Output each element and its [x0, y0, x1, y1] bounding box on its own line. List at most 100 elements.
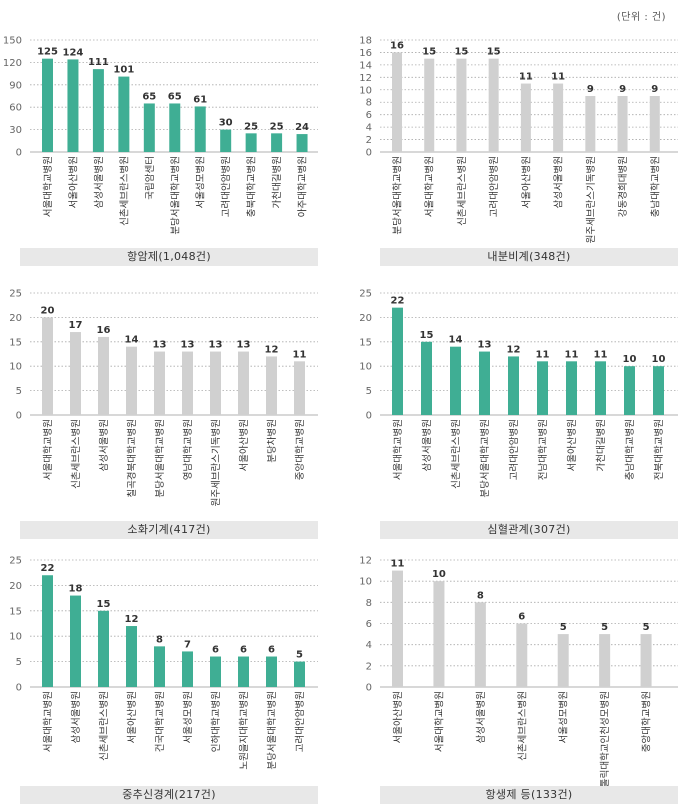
bar [238, 656, 249, 687]
x-category-label: 충남대학교병원 [650, 156, 661, 217]
y-tick-label: 6 [366, 619, 372, 630]
x-category-label: 가천대길병원 [271, 156, 283, 208]
bar [599, 634, 611, 687]
data-label: 11 [551, 72, 565, 83]
bar [126, 346, 137, 415]
x-category-label: 서울대학교병원 [43, 691, 54, 752]
bar [392, 307, 403, 415]
data-label: 11 [293, 349, 307, 360]
y-tick-label: 25 [9, 289, 22, 300]
x-category-label: 충북대학교병원 [247, 156, 258, 217]
x-category-label: 충남대학교병원 [625, 419, 636, 480]
bar [392, 570, 403, 687]
data-label: 13 [181, 340, 195, 351]
bar [210, 351, 221, 415]
x-category-label: 삼성서울병원 [71, 691, 82, 743]
x-category-label: 분당서울대학교병원 [170, 156, 181, 235]
data-label: 25 [244, 121, 258, 132]
unit-label: (단위 : 건) [616, 12, 666, 23]
y-tick-label: 12 [359, 556, 372, 567]
x-category-label: 서울대학교병원 [434, 691, 445, 752]
data-label: 9 [651, 84, 658, 95]
data-label: 5 [643, 622, 650, 633]
bar [537, 361, 548, 415]
y-tick-label: 10 [359, 85, 372, 96]
y-tick-label: 8 [366, 98, 372, 109]
y-tick-label: 5 [366, 386, 372, 397]
chart-cardiovascular: 0 5 10 15 20 25 22 서울대학교병원 15 삼성서울병원 14 신촌세브란스병원 13 분… [350, 285, 680, 543]
x-category-label: 서울대학교병원 [425, 156, 436, 217]
x-category-label: 고려대안암병원 [488, 156, 500, 217]
x-category-label: 원주세브란스기독병원 [210, 419, 222, 506]
x-category-label: 가천대길병원 [595, 419, 607, 471]
x-category-label: 삼성서울병원 [554, 156, 565, 208]
chart-svg: 0 5 10 15 20 25 20 서울대학교병원 17 신촌세브란스병원 16 삼성서울병원 14 칠… [9, 289, 318, 506]
bar [210, 656, 221, 687]
data-label: 61 [193, 94, 207, 105]
data-label: 13 [237, 340, 251, 351]
y-tick-label: 15 [9, 606, 22, 617]
chart-anticancer: 0 30 60 90 120 150 125 서울대학교병원 124 서울아산병원 111 삼성서울병… [0, 30, 330, 275]
bar [520, 83, 531, 152]
bar [194, 106, 206, 152]
bar [245, 133, 257, 152]
x-category-label: 고려대안암병원 [294, 691, 306, 752]
data-label: 6 [268, 645, 275, 656]
y-tick-label: 10 [359, 577, 372, 588]
chart-svg: 0 5 10 15 20 25 22 서울대학교병원 18 삼성서울병원 15 신촌세브란스병원 12 서… [9, 556, 318, 770]
bar [92, 69, 104, 152]
data-label: 15 [487, 47, 501, 58]
data-label: 6 [240, 645, 247, 656]
x-category-label: 가톨릭대학교인천성모병원 [599, 691, 611, 796]
bar [220, 129, 232, 152]
bar [154, 351, 165, 415]
x-category-label: 분당서울대학교병원 [480, 419, 491, 498]
x-category-label: 전남대학교병원 [538, 419, 549, 480]
chart-cns: 0 5 10 15 20 25 22 서울대학교병원 18 삼성서울병원 15 신촌세브란스병원 12 서… [0, 552, 330, 809]
x-category-label: 강동경희대병원 [617, 156, 629, 217]
bar [98, 610, 109, 687]
chart-title: 중추신경계(217건) [20, 786, 318, 804]
chart-svg: 0 5 10 15 20 25 22 서울대학교병원 15 삼성서울병원 14 신촌세브란스병원 13 분… [359, 289, 678, 498]
bar [42, 575, 53, 687]
x-category-label: 고려대안암병원 [220, 156, 232, 217]
data-label: 5 [560, 622, 567, 633]
bar [566, 361, 577, 415]
x-category-label: 아주대학교병원 [298, 156, 309, 217]
chart-svg: 0 30 60 90 120 150 125 서울대학교병원 124 서울아산병원 111 삼성서울병… [3, 36, 318, 235]
bar [70, 332, 81, 415]
bar [169, 103, 181, 152]
bar [456, 58, 467, 152]
bar [421, 341, 432, 415]
y-tick-label: 5 [16, 657, 22, 668]
bar [182, 351, 193, 415]
data-label: 5 [601, 622, 608, 633]
data-label: 17 [69, 320, 83, 331]
data-label: 11 [536, 349, 550, 360]
x-category-label: 신촌세브란스병원 [516, 691, 528, 761]
y-tick-label: 60 [9, 103, 22, 114]
bar [294, 361, 305, 415]
data-label: 13 [209, 340, 223, 351]
y-tick-label: 25 [9, 556, 22, 567]
y-tick-label: 10 [9, 632, 22, 643]
data-label: 12 [125, 614, 139, 625]
x-category-label: 서울아산병원 [239, 419, 250, 471]
chart-title: 심혈관계(307건) [380, 521, 678, 539]
bar [474, 602, 486, 687]
y-tick-label: 0 [366, 148, 372, 159]
data-label: 10 [652, 354, 666, 365]
bar [508, 356, 519, 415]
bar [42, 317, 53, 415]
y-tick-label: 10 [9, 362, 22, 373]
chart-endocrine: 0 2 4 6 8 10 12 14 16 18 16 분당서울대학교병원 15 서울대학교병원 15 신촌세… [350, 30, 680, 275]
data-label: 8 [477, 590, 484, 601]
x-category-label: 서울성모병원 [559, 691, 570, 743]
chart-title: 내분비계(348건) [380, 248, 678, 266]
x-category-label: 분당차병원 [266, 419, 278, 463]
bar [70, 595, 81, 687]
data-label: 65 [168, 91, 182, 102]
data-label: 22 [391, 296, 405, 307]
bar [271, 133, 283, 152]
